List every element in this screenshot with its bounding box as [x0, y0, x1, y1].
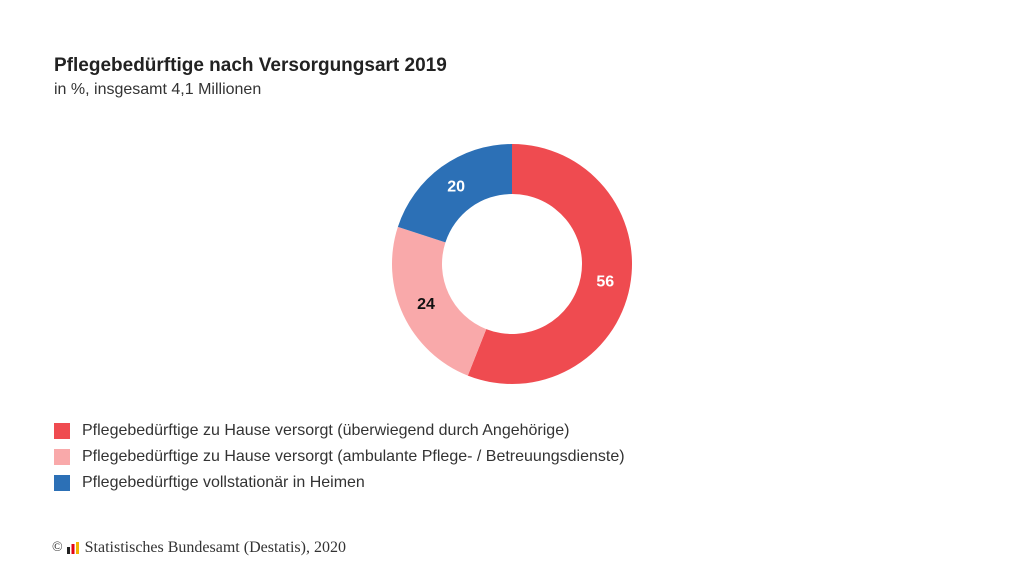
copyright-symbol: © — [52, 540, 63, 555]
legend-item: Pflegebedürftige zu Hause versorgt (ambu… — [54, 444, 625, 470]
slice-value-label-2: 24 — [417, 296, 435, 313]
legend-label: Pflegebedürftige zu Hause versorgt (ambu… — [82, 448, 625, 465]
chart-subtitle: in %, insgesamt 4,1 Millionen — [54, 81, 262, 98]
legend-swatch — [54, 449, 70, 465]
slice-value-label-3: 20 — [447, 179, 465, 196]
destatis-logo-icon — [66, 541, 80, 555]
chart-legend: Pflegebedürftige zu Hause versorgt (über… — [54, 418, 625, 496]
source-text: Statistisches Bundesamt (Destatis), 2020 — [84, 539, 346, 556]
chart-title: Pflegebedürftige nach Versorgungsart 201… — [54, 55, 447, 76]
donut-slice-2 — [391, 226, 487, 376]
legend-swatch — [54, 475, 70, 491]
slice-value-label-1: 56 — [596, 273, 614, 290]
legend-label: Pflegebedürftige vollstationär in Heimen — [82, 474, 365, 491]
legend-label: Pflegebedürftige zu Hause versorgt (über… — [82, 422, 570, 439]
donut-slice-3 — [397, 144, 512, 243]
donut-slice-1 — [467, 144, 632, 384]
legend-item: Pflegebedürftige vollstationär in Heimen — [54, 470, 625, 496]
legend-swatch — [54, 423, 70, 439]
legend-item: Pflegebedürftige zu Hause versorgt (über… — [54, 418, 625, 444]
source-footer: © Statistisches Bundesamt (Destatis), 20… — [52, 539, 346, 557]
